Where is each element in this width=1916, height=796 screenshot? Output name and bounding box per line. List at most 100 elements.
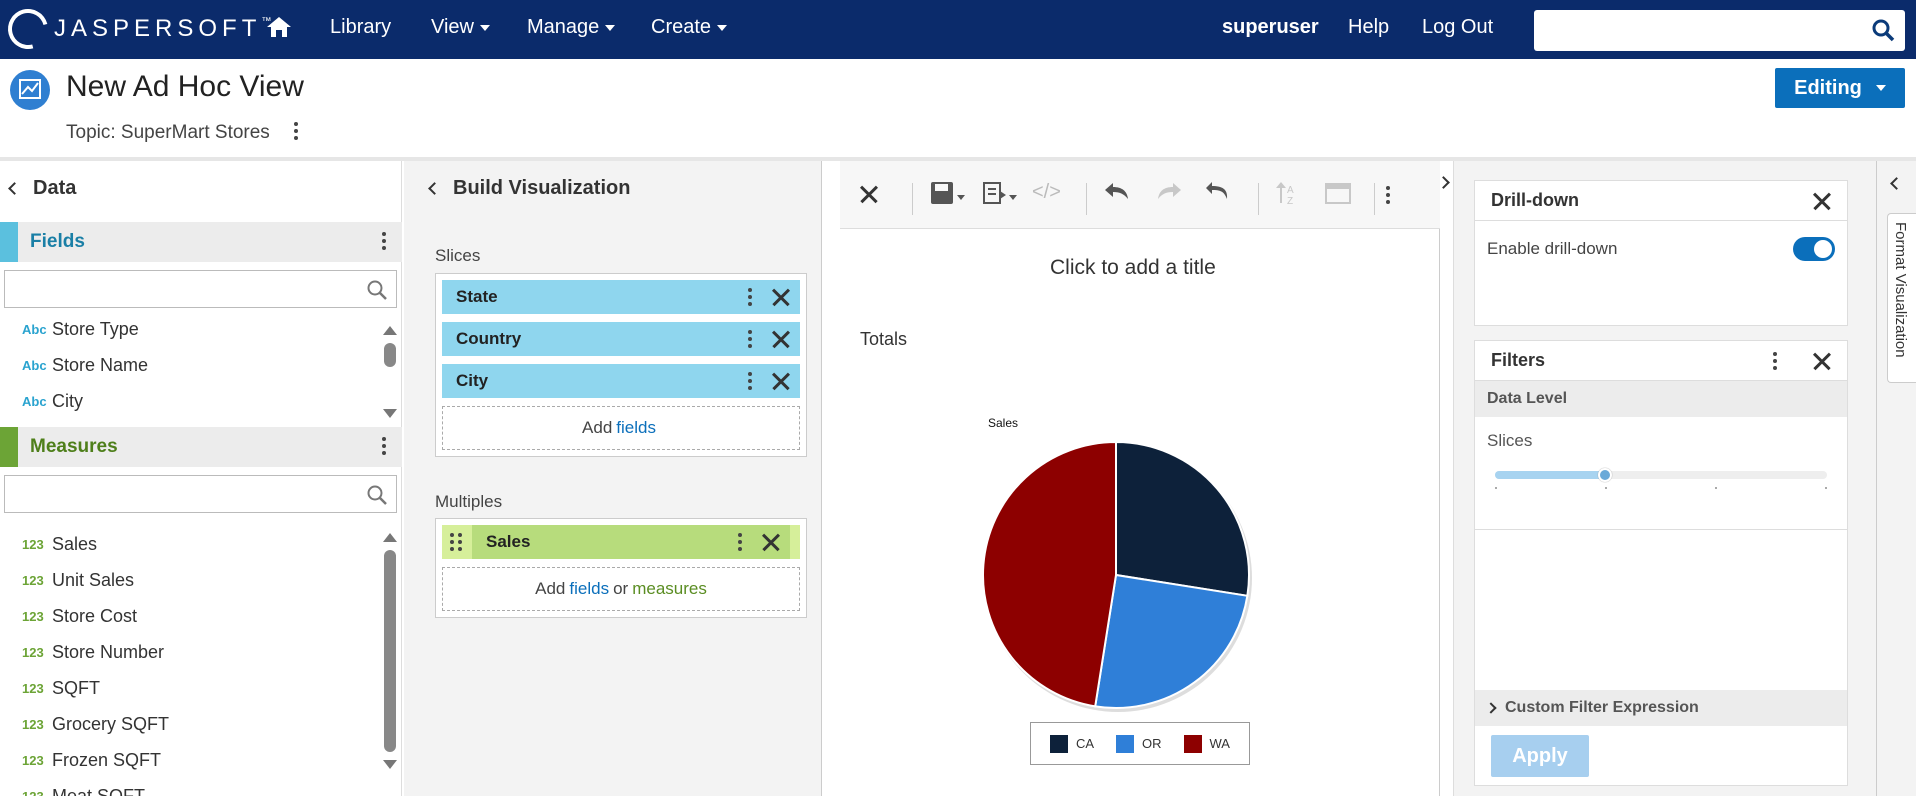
nav-library[interactable]: Library — [330, 16, 391, 39]
measures-search-input[interactable] — [4, 475, 397, 513]
pie-slice-ca[interactable] — [1115, 440, 1250, 597]
scroll-up-icon[interactable] — [383, 326, 397, 335]
measures-section-header[interactable]: Measures — [0, 427, 402, 467]
slice-pill-city[interactable]: City — [442, 364, 800, 398]
undo-all-icon[interactable] — [1204, 177, 1234, 212]
custom-filter-expression-toggle[interactable]: Custom Filter Expression — [1475, 690, 1847, 726]
fields-search-input[interactable] — [4, 270, 397, 308]
editing-mode-button[interactable]: Editing — [1775, 68, 1905, 108]
remove-icon[interactable] — [772, 372, 790, 390]
data-panel-title: Data — [33, 177, 77, 199]
more-options-icon[interactable] — [1386, 186, 1390, 204]
chevron-left-icon[interactable] — [1890, 177, 1903, 190]
remove-icon[interactable] — [762, 533, 780, 551]
pie-chart[interactable] — [970, 430, 1270, 720]
list-item[interactable]: 123 Frozen SQFT — [22, 742, 372, 778]
list-item[interactable]: Abc City — [22, 383, 372, 419]
embed-code-icon[interactable]: </> — [1032, 181, 1061, 203]
add-measures-link[interactable]: measures — [632, 579, 707, 598]
slice-pill-country[interactable]: Country — [442, 322, 800, 356]
measures-menu-icon[interactable] — [382, 437, 386, 455]
remove-icon[interactable] — [772, 330, 790, 348]
slider-handle[interactable] — [1597, 468, 1612, 482]
list-item[interactable]: 123 Grocery SQFT — [22, 706, 372, 742]
scroll-up-icon[interactable] — [383, 533, 397, 542]
scroll-thumb[interactable] — [384, 343, 396, 367]
list-item[interactable]: 123 Store Number — [22, 634, 372, 670]
pill-menu-icon[interactable] — [748, 288, 752, 306]
text-type-icon: Abc — [22, 393, 47, 409]
data-panel-header[interactable]: Data — [8, 177, 77, 200]
close-icon[interactable] — [860, 179, 878, 203]
multiple-pill-sales[interactable]: Sales — [442, 525, 800, 559]
home-icon[interactable] — [266, 15, 292, 44]
save-icon[interactable] — [930, 181, 966, 214]
list-item[interactable]: 123 Sales — [22, 526, 372, 562]
add-slice-fields[interactable]: Add fields — [442, 406, 800, 450]
chevron-right-icon[interactable] — [1437, 176, 1450, 189]
scroll-down-icon[interactable] — [383, 760, 397, 769]
slices-level-slider[interactable] — [1495, 465, 1827, 495]
list-item[interactable]: Abc Store Name — [22, 347, 372, 383]
list-item[interactable]: Abc Store Type — [22, 311, 372, 347]
add-fields-link[interactable]: fields — [569, 579, 610, 598]
pill-menu-icon[interactable] — [748, 372, 752, 390]
chevron-down-icon — [717, 24, 728, 31]
fields-section-header[interactable]: Fields — [0, 222, 402, 262]
measures-scrollbar[interactable] — [383, 533, 397, 769]
add-multiple-fields[interactable]: Add fields or measures — [442, 567, 800, 611]
filters-title: Filters — [1491, 350, 1546, 370]
close-icon[interactable] — [1813, 352, 1831, 370]
build-panel-header[interactable]: Build Visualization — [428, 177, 630, 200]
format-visualization-tab[interactable]: Format Visualization — [1887, 213, 1916, 383]
legend-item-wa[interactable]: WA — [1183, 734, 1230, 753]
enable-drilldown-toggle[interactable] — [1793, 237, 1835, 261]
pill-menu-icon[interactable] — [748, 330, 752, 348]
export-icon[interactable] — [982, 181, 1018, 214]
search-icon[interactable] — [1871, 18, 1895, 47]
text-type-icon: Abc — [22, 321, 47, 337]
nav-create-menu[interactable]: Create — [651, 16, 728, 39]
toolbar-separator — [1258, 183, 1259, 215]
layout-icon[interactable] — [1324, 181, 1354, 214]
list-item[interactable]: 123 Meat SQFT — [22, 778, 372, 796]
search-icon[interactable] — [366, 484, 388, 511]
legend-item-or[interactable]: OR — [1116, 734, 1162, 753]
multiples-drop-zone[interactable]: Sales Add fields or measures — [435, 518, 807, 618]
nav-view-menu[interactable]: View — [431, 16, 490, 39]
nav-library-label: Library — [330, 16, 392, 38]
collapse-strip[interactable] — [1437, 161, 1454, 796]
slices-drop-zone[interactable]: State Country City Add fields — [435, 273, 807, 457]
nav-manage-menu[interactable]: Manage — [527, 16, 616, 39]
drag-handle-icon[interactable] — [450, 533, 454, 551]
jaspersoft-logo[interactable]: JASPERSOFT ™ — [0, 1, 271, 57]
slice-pill-state[interactable]: State — [442, 280, 800, 314]
list-item[interactable]: 123 Store Cost — [22, 598, 372, 634]
apply-button[interactable]: Apply — [1491, 735, 1589, 777]
scroll-thumb[interactable] — [384, 550, 396, 752]
drag-handle-icon[interactable] — [458, 533, 462, 551]
redo-icon[interactable] — [1154, 177, 1184, 212]
fields-menu-icon[interactable] — [382, 232, 386, 250]
remove-icon[interactable] — [772, 288, 790, 306]
topic-menu-icon[interactable] — [294, 122, 298, 140]
search-icon[interactable] — [366, 279, 388, 306]
pill-menu-icon[interactable] — [738, 533, 742, 551]
filters-menu-icon[interactable] — [1773, 351, 1777, 370]
global-search-input[interactable] — [1534, 10, 1905, 51]
list-item[interactable]: 123 SQFT — [22, 670, 372, 706]
pie-slice-wa[interactable] — [982, 440, 1117, 708]
logout-link[interactable]: Log Out — [1422, 16, 1493, 39]
fields-scrollbar[interactable] — [383, 326, 397, 418]
list-item[interactable]: 123 Unit Sales — [22, 562, 372, 598]
undo-icon[interactable] — [1102, 177, 1132, 212]
pie-slice-or[interactable] — [1094, 573, 1249, 709]
scroll-down-icon[interactable] — [383, 409, 397, 418]
legend-item-ca[interactable]: CA — [1049, 734, 1094, 753]
chart-title-placeholder[interactable]: Click to add a title — [1050, 256, 1216, 279]
add-fields-link[interactable]: fields — [616, 418, 656, 437]
chevron-right-icon — [1485, 702, 1497, 714]
help-link[interactable]: Help — [1348, 16, 1389, 39]
close-icon[interactable] — [1813, 192, 1831, 210]
